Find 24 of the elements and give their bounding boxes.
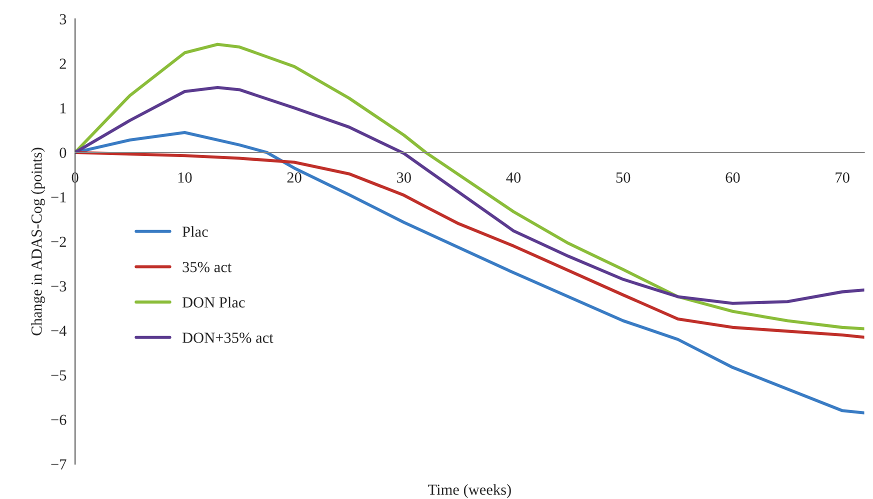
y-tick-label: 2 <box>60 58 66 69</box>
x-tick-label: 70 <box>836 172 850 183</box>
y-tick-label: −1 <box>51 192 66 202</box>
y-tick-label: −3 <box>51 281 66 292</box>
y-axis-title: Change in ADAS-Cog (points) <box>31 148 45 336</box>
x-tick-label: 20 <box>287 172 302 183</box>
y-tick-label: −7 <box>51 459 66 470</box>
x-axis-title: Time (weeks) <box>428 484 511 498</box>
legend-label: DON+35% act <box>182 332 274 343</box>
y-tick-label: 1 <box>60 103 66 114</box>
x-tick-label: 50 <box>616 172 630 183</box>
y-tick-label: −4 <box>51 326 67 336</box>
x-tick-label: 40 <box>506 172 521 183</box>
y-tick-label: −6 <box>51 414 66 426</box>
x-tick-label: 30 <box>397 172 411 183</box>
y-tick-label: 3 <box>60 14 66 24</box>
x-tick-label: 60 <box>726 172 740 183</box>
legend-label: 35% act <box>182 262 232 272</box>
x-tick-label: 10 <box>178 172 192 183</box>
y-tick-label: −2 <box>51 236 66 247</box>
legend-label: Plac <box>182 226 208 237</box>
legend-label: DON Plac <box>182 296 245 308</box>
y-tick-label: 0 <box>60 148 66 158</box>
y-tick-label: −5 <box>51 370 66 380</box>
